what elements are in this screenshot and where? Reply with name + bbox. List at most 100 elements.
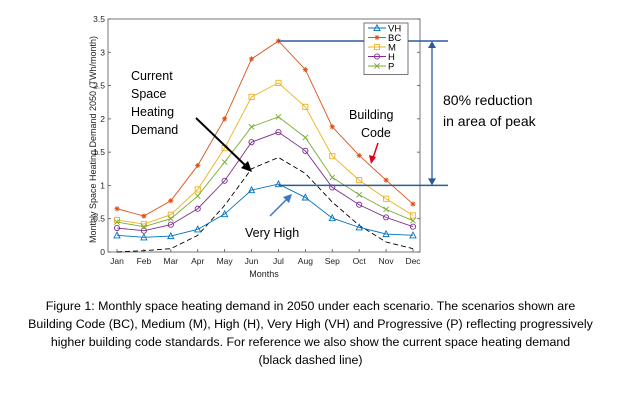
data-point	[356, 201, 363, 208]
very-high-arrow	[269, 197, 289, 217]
x-tick-label: Oct	[353, 256, 367, 266]
data-point	[301, 193, 310, 201]
series-line-current	[116, 156, 414, 253]
data-point	[302, 147, 309, 154]
legend-label: M	[388, 43, 396, 54]
data-point	[113, 231, 121, 239]
series-line-vh	[116, 183, 414, 238]
x-tick-label: Apr	[191, 256, 204, 266]
data-point	[302, 66, 308, 73]
caption-line: Building Code (BC), Medium (M), High (H)…	[28, 317, 593, 331]
data-point	[409, 231, 417, 239]
data-point	[410, 201, 416, 207]
x-tick-label: Sep	[325, 256, 340, 266]
data-point	[329, 174, 336, 181]
data-point	[167, 231, 175, 240]
data-point	[329, 124, 335, 130]
current-demand-arrowhead	[241, 161, 252, 172]
x-axis-title: Months	[249, 269, 279, 279]
data-point	[222, 116, 228, 122]
data-point	[275, 113, 282, 120]
reduction-arrowhead-down	[428, 178, 436, 186]
x-tick-label: Feb	[137, 256, 152, 266]
data-point	[248, 93, 255, 100]
y-tick-label: 1.5	[93, 147, 105, 157]
x-tick-label: Nov	[379, 256, 395, 266]
y-tick-label: 0	[100, 247, 105, 257]
data-point	[140, 233, 148, 241]
data-point	[383, 206, 390, 213]
data-point	[167, 211, 174, 218]
data-point	[248, 56, 255, 62]
reduction-label-line2: in area of peak	[443, 113, 537, 129]
data-point	[221, 177, 228, 184]
data-point	[141, 213, 147, 219]
y-tick-label: 2.5	[93, 81, 105, 91]
x-tick-label: Jan	[110, 256, 124, 266]
data-point	[302, 103, 309, 110]
building-code-label-line2: Code	[361, 126, 391, 140]
data-point	[167, 215, 174, 222]
data-point	[194, 186, 201, 193]
data-point	[168, 198, 174, 204]
data-point	[114, 206, 120, 212]
y-tick-label: 1	[100, 180, 105, 190]
caption-line: Figure 1: Monthly space heating demand i…	[45, 299, 576, 313]
legend-label: H	[388, 52, 395, 63]
data-point	[114, 219, 120, 225]
heating-demand-chart: 0 0.5 1 1.5 2 2.5 3 3.5 Jan Feb Mar Apr May Jun Jul Aug…	[88, 14, 537, 279]
series-line-h	[116, 131, 414, 232]
data-point	[248, 123, 255, 130]
data-point	[382, 229, 390, 238]
current-demand-label-line2: Space	[131, 87, 166, 101]
x-tick-label: Jul	[273, 256, 284, 266]
data-point	[373, 53, 381, 60]
x-tick-label: Jun	[245, 256, 259, 266]
x-tick-label: Aug	[298, 256, 313, 266]
building-code-arrow	[372, 142, 379, 159]
data-point	[355, 223, 363, 231]
data-point	[248, 139, 255, 146]
current-demand-label-line3: Heating	[131, 105, 174, 119]
data-point	[275, 79, 282, 86]
data-point	[356, 177, 363, 184]
data-point	[328, 213, 337, 222]
data-point	[302, 134, 309, 141]
very-high-arrowhead	[283, 194, 292, 203]
x-tick-label: Mar	[163, 256, 178, 266]
reduction-arrowhead-up	[428, 40, 436, 48]
data-point	[383, 195, 390, 202]
reduction-label-line1: 80% reduction	[443, 92, 533, 108]
data-point	[275, 129, 282, 136]
data-point	[373, 43, 381, 51]
data-point	[193, 225, 202, 233]
series-line-bc	[116, 40, 414, 217]
data-point	[356, 191, 363, 198]
x-tick-label: May	[217, 256, 234, 266]
data-point	[409, 223, 417, 230]
y-tick-label: 3.5	[93, 14, 105, 24]
data-point	[195, 162, 201, 169]
data-point	[356, 152, 362, 159]
data-point	[140, 227, 147, 234]
data-point	[140, 223, 147, 230]
very-high-label: Very High	[245, 226, 299, 240]
x-tick-label: Dec	[405, 256, 421, 266]
legend-label: BC	[388, 33, 401, 44]
y-tick-label: 2	[100, 114, 105, 124]
data-point	[409, 212, 417, 219]
series-line-m	[116, 82, 414, 225]
data-point	[194, 205, 201, 212]
data-point	[274, 179, 283, 188]
data-point	[247, 185, 256, 194]
data-point	[374, 63, 380, 69]
y-tick-label: 3	[100, 47, 105, 57]
data-point	[374, 34, 380, 41]
data-point	[383, 177, 389, 183]
figure-caption: Figure 1: Monthly space heating demand i…	[0, 297, 621, 369]
data-point	[329, 153, 336, 160]
caption-line: higher building code standards. For refe…	[50, 335, 571, 349]
current-demand-label-line4: Demand	[131, 123, 178, 137]
current-demand-arrow	[195, 117, 247, 167]
